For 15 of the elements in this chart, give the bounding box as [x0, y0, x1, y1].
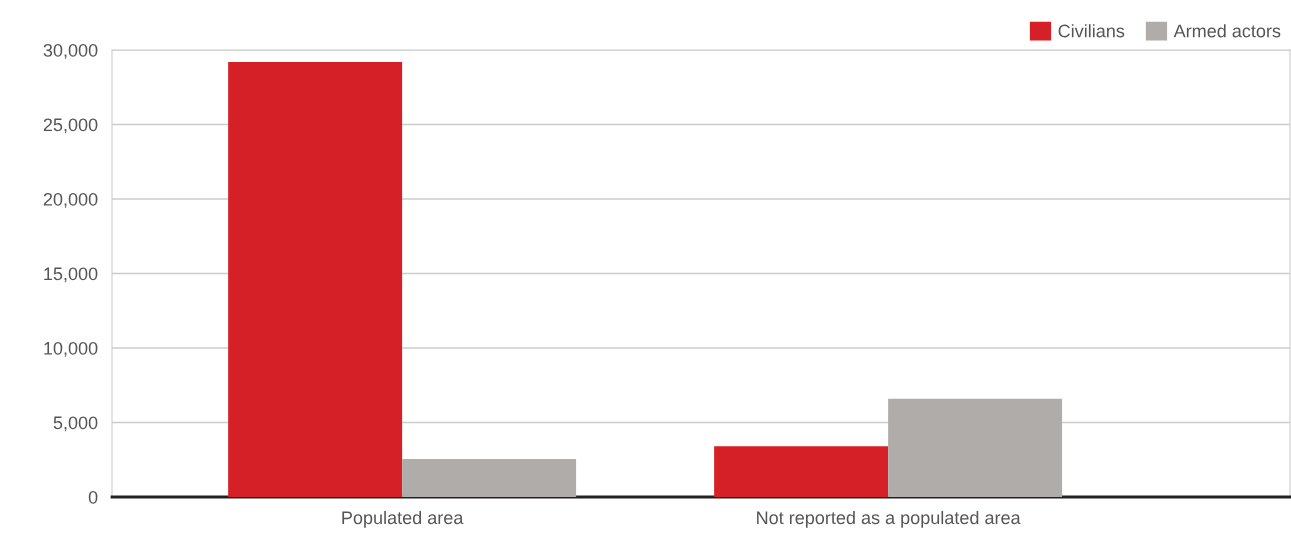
- bar: [402, 459, 577, 497]
- y-tick-label: 0: [88, 490, 98, 504]
- legend-label: Civilians: [1058, 24, 1125, 38]
- y-tick-label: 30,000: [43, 43, 98, 59]
- legend-label: Armed actors: [1173, 24, 1281, 38]
- y-tick-label: 10,000: [44, 341, 98, 357]
- y-tick-label: 5,000: [53, 416, 98, 432]
- bar: [228, 61, 403, 497]
- x-tick-label: Not reported as a populated area: [757, 510, 1021, 528]
- bar: [888, 398, 1063, 497]
- y-tick-label: 25,000: [43, 118, 98, 134]
- x-tick-label: Populated area: [342, 510, 464, 528]
- bar: [714, 446, 889, 497]
- y-tick-label: 20,000: [43, 192, 98, 208]
- y-tick-label: 15,000: [44, 267, 98, 283]
